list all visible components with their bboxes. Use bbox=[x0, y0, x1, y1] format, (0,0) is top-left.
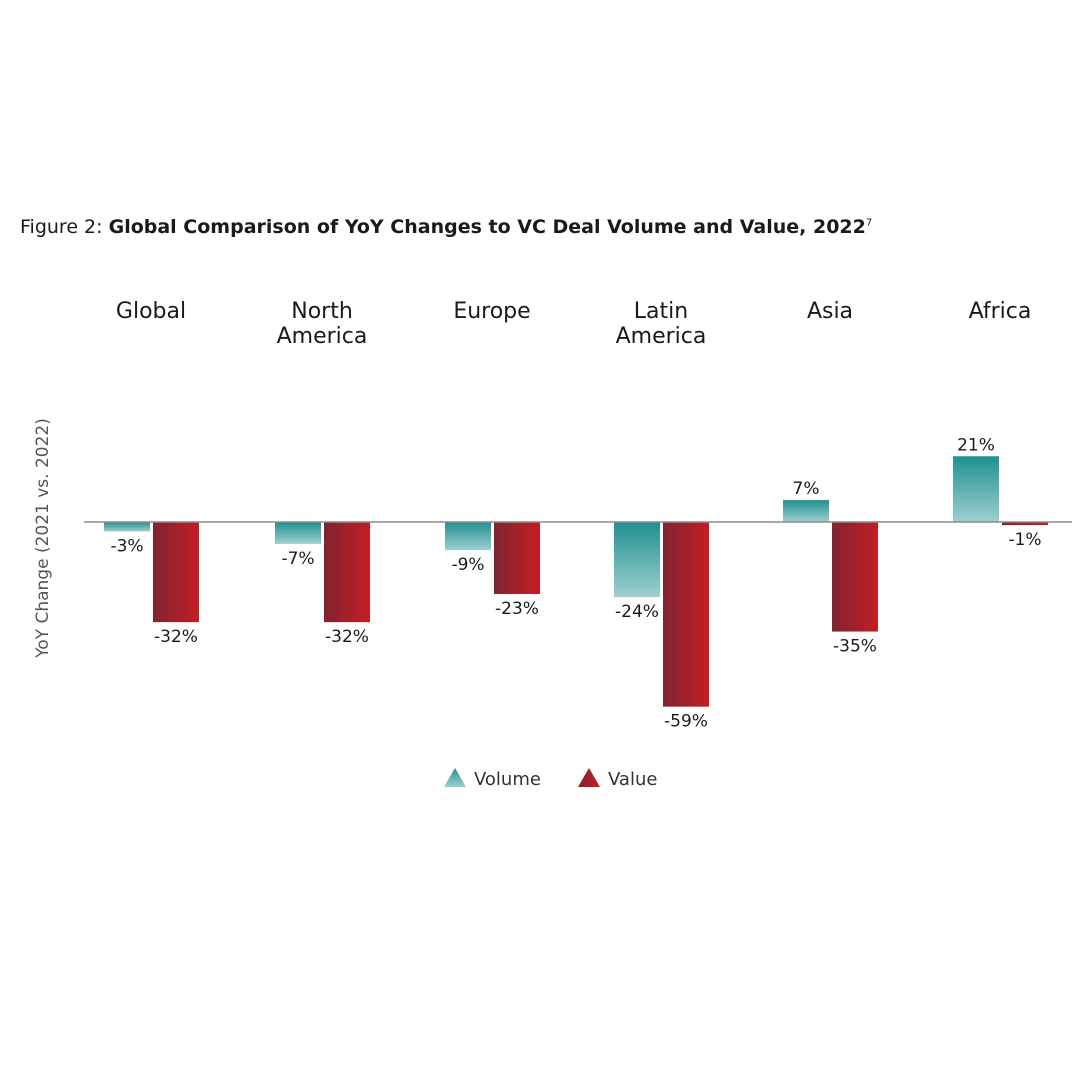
volume-bar bbox=[614, 522, 660, 598]
bars bbox=[104, 456, 1048, 707]
data-label: -23% bbox=[495, 599, 539, 619]
data-label: -1% bbox=[1008, 530, 1041, 550]
category-labels: Global North America Europe Latin America Asia… bbox=[116, 299, 1031, 349]
value-bar bbox=[832, 522, 878, 632]
data-label: 7% bbox=[793, 479, 820, 499]
category-label: Europe bbox=[453, 299, 530, 324]
data-label: -59% bbox=[664, 712, 708, 732]
volume-bar bbox=[275, 522, 321, 544]
legend-label: Volume bbox=[474, 769, 541, 790]
value-bar bbox=[153, 522, 199, 623]
volume-bar bbox=[104, 522, 150, 532]
legend-label: Value bbox=[608, 769, 657, 790]
value-bar bbox=[324, 522, 370, 623]
data-label: -24% bbox=[615, 602, 659, 622]
category-label: North America bbox=[277, 299, 368, 349]
data-labels: -3% -7% -9% -24% 7% 21% -32% -32% -23% -59% -35% -1… bbox=[110, 435, 1041, 731]
data-label: -32% bbox=[154, 627, 198, 647]
category-label: Asia bbox=[807, 299, 853, 324]
legend-item: Volume bbox=[444, 768, 541, 790]
triangle-icon bbox=[444, 768, 466, 787]
volume-bar bbox=[445, 522, 491, 551]
volume-bar bbox=[783, 500, 829, 522]
data-label: 21% bbox=[957, 435, 995, 455]
legend: Volume Value bbox=[444, 768, 657, 790]
figure-prefix: Figure 2: bbox=[20, 216, 109, 238]
legend-item: Value bbox=[578, 768, 657, 790]
volume-bar bbox=[953, 456, 999, 522]
data-label: -3% bbox=[110, 536, 143, 556]
triangle-icon bbox=[578, 768, 600, 787]
footnote-marker: 7 bbox=[865, 217, 873, 229]
value-bar bbox=[1002, 522, 1048, 526]
value-bar bbox=[663, 522, 709, 707]
category-label: Africa bbox=[969, 299, 1032, 324]
data-label: -9% bbox=[451, 555, 484, 575]
value-bar bbox=[494, 522, 540, 594]
category-label: Latin America bbox=[616, 299, 707, 349]
data-label: -32% bbox=[325, 627, 369, 647]
category-label: Global bbox=[116, 299, 186, 324]
data-label: -7% bbox=[281, 549, 314, 569]
figure-title-text: Global Comparison of YoY Changes to VC D… bbox=[108, 216, 866, 238]
figure-title: Figure 2: Global Comparison of YoY Chang… bbox=[20, 216, 872, 238]
y-axis-label: YoY Change (2021 vs. 2022) bbox=[33, 418, 53, 659]
data-label: -35% bbox=[833, 637, 877, 657]
